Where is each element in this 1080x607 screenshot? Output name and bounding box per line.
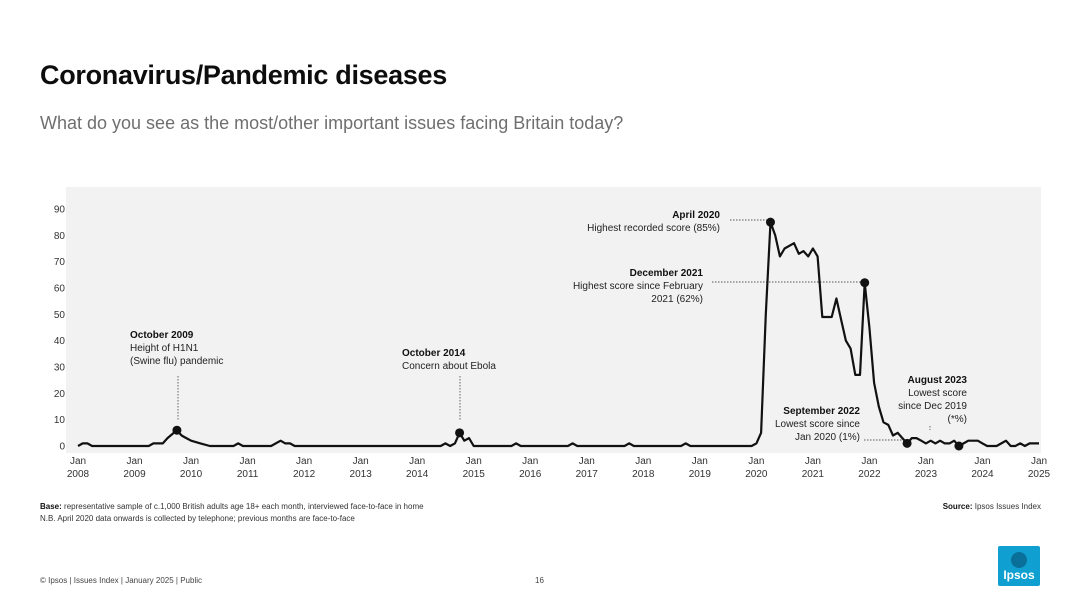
y-tick-label: 10 <box>54 415 66 426</box>
x-tick-label: Jan 2008 <box>67 456 90 480</box>
annotation-heading: December 2021 <box>630 268 704 279</box>
annotation-text: Highest recorded score (85%) <box>587 223 720 234</box>
x-tick-label: Jan 2015 <box>463 456 486 480</box>
x-tick-label: Jan 2020 <box>745 456 768 480</box>
annotation-text: Lowest score since <box>775 419 860 430</box>
x-tick-label: Jan 2010 <box>180 456 203 480</box>
annotation-marker <box>954 441 964 451</box>
annotation-markers <box>172 217 964 451</box>
x-tick-label: Jan 2021 <box>802 456 825 480</box>
x-tick-label: Jan 2019 <box>689 456 712 480</box>
annotation-marker <box>902 438 912 448</box>
annotation-text: (Swine flu) pandemic <box>130 356 223 367</box>
x-tick-label: Jan 2009 <box>123 456 146 480</box>
source-note: Source: Ipsos Issues Index <box>943 502 1041 511</box>
series-line <box>77 221 1039 448</box>
x-tick-label: Jan 2016 <box>519 456 542 480</box>
logo-text: Ipsos <box>1003 568 1035 582</box>
annotation-heading: October 2014 <box>402 348 466 359</box>
y-tick-label: 30 <box>54 363 66 374</box>
y-tick-label: 20 <box>54 389 66 400</box>
plot-background <box>66 187 1041 453</box>
x-tick-label: Jan 2014 <box>406 456 429 480</box>
base-label: Base: <box>40 502 62 511</box>
x-tick-label: Jan 2017 <box>576 456 599 480</box>
annotation-text: 2021 (62%) <box>651 294 703 305</box>
annotation-labels: October 2009 Height of H1N1 (Swine flu) pa… <box>130 210 967 443</box>
source-label: Source: <box>942 502 973 511</box>
page-number: 16 <box>535 576 544 585</box>
series-group <box>77 221 1039 448</box>
x-tick-label: Jan 2024 <box>971 456 994 480</box>
annotation-text: Jan 2020 (1%) <box>795 432 860 443</box>
annotation-heading: August 2023 <box>908 375 968 386</box>
x-tick-label: Jan 2011 <box>237 456 259 480</box>
y-tick-label: 40 <box>54 336 66 347</box>
y-tick-label: 70 <box>54 257 66 268</box>
annotation-text: (*%) <box>948 414 967 425</box>
base-note: Base: representative sample of c.1,000 B… <box>40 502 424 511</box>
annotation-heading: October 2009 <box>130 330 194 341</box>
ipsos-logo: Ipsos <box>998 546 1040 586</box>
x-tick-label: Jan 2012 <box>293 456 316 480</box>
nb-note: N.B. April 2020 data onwards is collecte… <box>40 514 355 523</box>
logo-mark-icon <box>1011 552 1027 568</box>
annotation-text: since Dec 2019 <box>898 401 967 412</box>
y-axis: 0 10 20 30 40 50 60 70 80 90 <box>54 205 66 453</box>
y-tick-label: 0 <box>59 442 65 453</box>
x-tick-label: Jan 2013 <box>350 456 373 480</box>
x-axis: Jan 2008 Jan 2009 Jan 2010 Jan 2011 Jan 2012 Jan 20… <box>67 456 1051 480</box>
annotation-leaders <box>177 219 931 441</box>
y-tick-label: 80 <box>54 231 66 242</box>
annotation-marker <box>860 278 870 288</box>
y-tick-label: 90 <box>54 205 66 216</box>
x-tick-label: Jan 2022 <box>858 456 881 480</box>
annotation-marker <box>455 428 465 438</box>
x-tick-label: Jan 2018 <box>632 456 655 480</box>
y-tick-label: 50 <box>54 310 66 321</box>
source-text: Ipsos Issues Index <box>974 502 1041 511</box>
annotation-text: Lowest score <box>908 388 967 399</box>
base-text: representative sample of c.1,000 British… <box>64 502 424 511</box>
annotation-text: Height of H1N1 <box>130 343 199 354</box>
y-tick-label: 60 <box>54 284 66 295</box>
x-tick-label: Jan 2025 <box>1028 456 1051 480</box>
page-subtitle: What do you see as the most/other import… <box>40 113 624 133</box>
annotation-text: Concern about Ebola <box>402 361 496 372</box>
copyright-text: © Ipsos | Issues Index | January 2025 | … <box>40 576 202 585</box>
page-title: Coronavirus/Pandemic diseases <box>40 60 447 90</box>
annotation-text: Highest score since February <box>573 281 703 292</box>
annotation-marker <box>172 425 182 435</box>
x-tick-label: Jan 2023 <box>915 456 938 480</box>
annotation-heading: April 2020 <box>672 210 720 221</box>
annotation-marker <box>765 217 775 227</box>
annotation-heading: September 2022 <box>783 406 860 417</box>
